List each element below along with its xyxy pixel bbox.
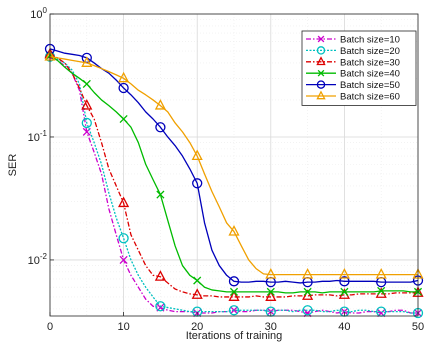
series-layer [44, 43, 424, 319]
series-marker [118, 71, 130, 83]
y-tick-label: 100 [30, 6, 47, 21]
series-line [49, 53, 418, 298]
x-tick-label: 10 [117, 321, 129, 333]
series-marker [228, 276, 240, 287]
series-marker [81, 99, 93, 110]
series-marker [340, 287, 349, 296]
legend-label: Batch size=30 [340, 57, 400, 68]
x-tick-label: 30 [265, 321, 277, 333]
series-marker [228, 290, 240, 301]
series-marker [118, 82, 129, 94]
y-axis-label: SER [7, 154, 19, 177]
legend-label: Batch size=40 [340, 69, 400, 80]
y-tick-label: 10-2 [28, 252, 48, 267]
series-marker [316, 46, 326, 55]
series-marker [118, 233, 129, 244]
x-axis-label: Iterations of training [186, 330, 283, 342]
series-marker [266, 287, 275, 296]
legend-label: Batch size=60 [340, 92, 400, 103]
series-marker [375, 268, 387, 279]
series-marker [316, 90, 326, 100]
legend-entry: Batch size=60 [306, 90, 400, 103]
series-marker [302, 305, 313, 316]
series-marker [154, 99, 166, 110]
series-marker [338, 268, 350, 279]
x-tick-label: 40 [338, 321, 350, 333]
series-line [49, 56, 418, 314]
series-marker [81, 117, 92, 129]
x-tick-label: 0 [47, 321, 53, 333]
series-marker [303, 287, 312, 296]
series-marker [228, 225, 240, 236]
x-tick-label: 50 [412, 321, 424, 333]
series-marker [377, 286, 386, 295]
series-6 [44, 50, 424, 279]
legend-label: Batch size=50 [340, 80, 400, 91]
series-marker [265, 290, 277, 301]
series-marker [118, 196, 130, 208]
series-marker [265, 268, 277, 279]
y-tick-labels: 100 10-1 10-2 [28, 6, 54, 267]
series-marker [339, 276, 350, 287]
series-marker [193, 276, 202, 285]
series-marker [155, 301, 166, 312]
plot-frame [49, 13, 419, 317]
series-marker [81, 56, 93, 67]
series-marker [228, 305, 240, 316]
x-tick-label: 20 [191, 321, 203, 333]
series-marker [119, 114, 128, 124]
series-marker [192, 178, 203, 189]
series-marker [229, 287, 239, 296]
series-marker [317, 69, 325, 77]
legend-label: Batch size=10 [340, 35, 400, 46]
series-marker [155, 122, 166, 133]
y-tick-label: 10-1 [28, 129, 48, 144]
legend-entry: Batch size=30 [306, 56, 400, 68]
x-tick-labels: 0 10 20 30 40 50 [47, 312, 424, 333]
series-marker [191, 149, 203, 161]
series-marker [302, 268, 314, 279]
series-marker [191, 288, 203, 299]
series-marker [156, 190, 165, 199]
series-marker [82, 79, 91, 88]
series-marker [317, 35, 325, 43]
series-line [49, 55, 418, 276]
legend-entry: Batch size=20 [306, 46, 400, 57]
legend-entry: Batch size=40 [306, 69, 400, 80]
series-marker [316, 56, 326, 66]
series-marker [119, 255, 128, 264]
series-line [49, 48, 419, 284]
legend-entry: Batch size=50 [306, 80, 400, 91]
series-marker [316, 80, 326, 89]
legend-label: Batch size=20 [340, 46, 400, 57]
legend-entry: Batch size=10 [306, 35, 400, 46]
series-marker [154, 270, 166, 281]
